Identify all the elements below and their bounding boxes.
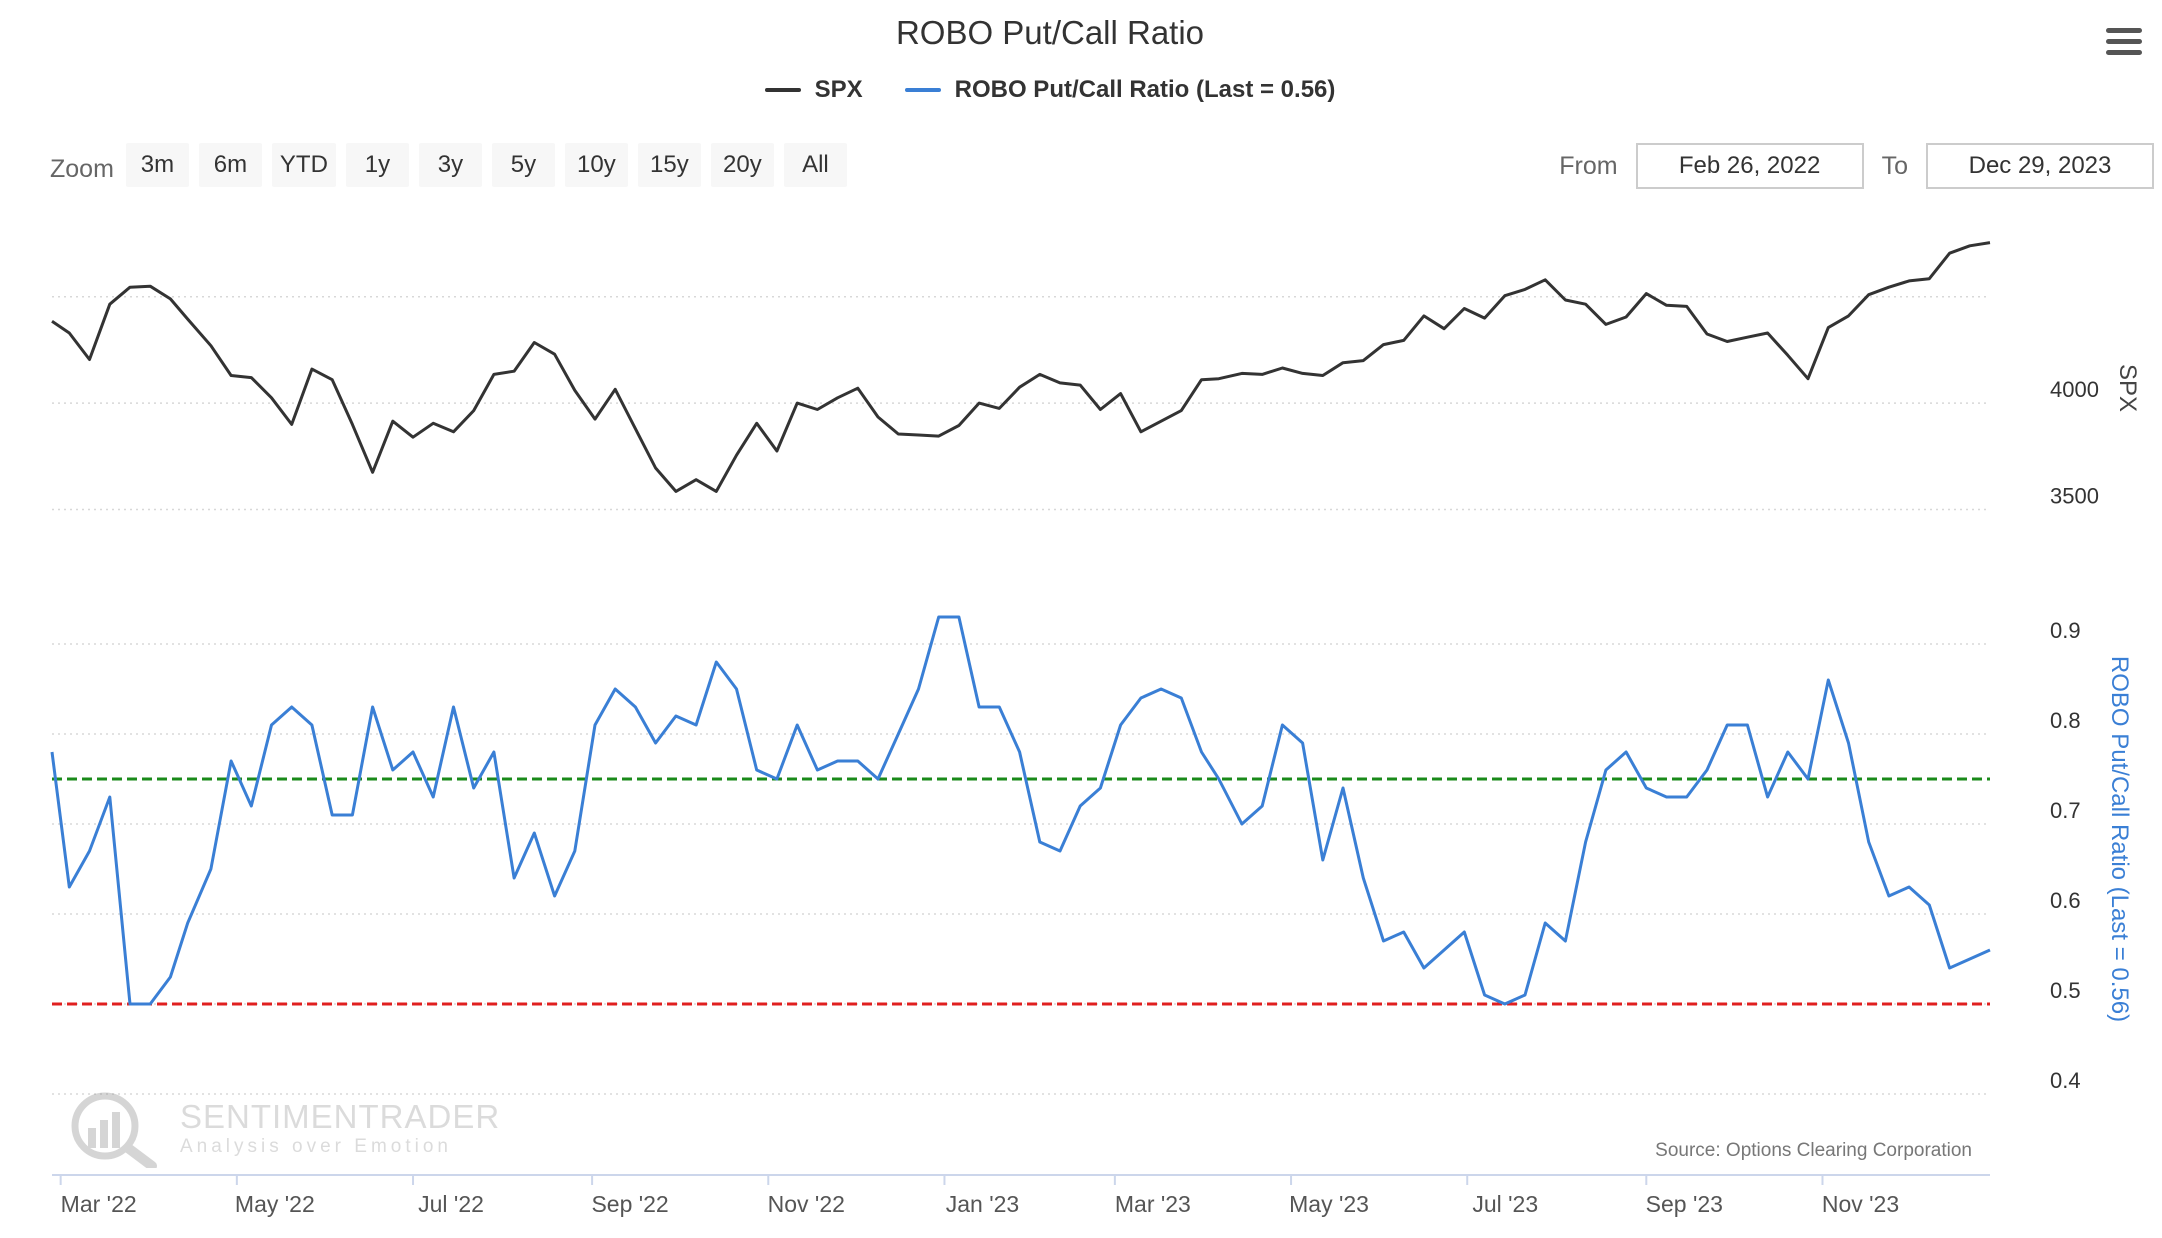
- source-note: Source: Options Clearing Corporation: [1655, 1140, 1972, 1161]
- legend-swatch-spx: [764, 88, 801, 92]
- zoom-button-15y[interactable]: 15y: [637, 143, 701, 187]
- menu-bar-1: [2106, 28, 2142, 33]
- zoom-button-3y[interactable]: 3y: [418, 143, 482, 187]
- y-axis-title: ROBO Put/Call Ratio (Last = 0.56): [2106, 656, 2133, 1022]
- legend-item-robo[interactable]: ROBO Put/Call Ratio (Last = 0.56): [904, 76, 1336, 104]
- zoom-label: Zoom: [50, 154, 114, 183]
- zoom-button-1y[interactable]: 1y: [345, 143, 409, 187]
- zoom-button-6m[interactable]: 6m: [198, 143, 262, 187]
- from-date-input[interactable]: [1635, 143, 1864, 189]
- x-tick-label: May '23: [1289, 1191, 1369, 1217]
- y-tick-label: 0.8: [2050, 708, 2081, 733]
- x-tick-label: Sep '22: [591, 1191, 668, 1217]
- y-tick-label: 0.9: [2050, 618, 2081, 643]
- legend-label-robo: ROBO Put/Call Ratio (Last = 0.56): [954, 76, 1336, 103]
- magnifier-logo-icon: [71, 1092, 157, 1168]
- zoom-button-10y[interactable]: 10y: [564, 143, 628, 187]
- from-label: From: [1559, 151, 1618, 180]
- to-label: To: [1881, 151, 1908, 180]
- y-axis-title: SPX: [2114, 364, 2141, 412]
- zoom-button-5y[interactable]: 5y: [491, 143, 555, 187]
- legend-item-spx[interactable]: SPX: [764, 76, 863, 104]
- date-range: From To: [1559, 143, 2154, 189]
- y-tick-label: 0.5: [2050, 978, 2081, 1003]
- x-tick-label: Jul '22: [418, 1191, 484, 1217]
- watermark-tagline: Analysis over Emotion: [180, 1136, 452, 1157]
- x-tick-label: Sep '23: [1646, 1191, 1723, 1217]
- y-tick-label: 0.4: [2050, 1068, 2081, 1093]
- x-tick-label: Nov '22: [768, 1191, 845, 1217]
- x-tick-label: Nov '23: [1822, 1191, 1899, 1217]
- zoom-bar: Zoom 3m 6m YTD 1y 3y 5y 10y 15y 20y All: [50, 143, 847, 187]
- menu-bar-3: [2106, 50, 2142, 55]
- legend-swatch-robo: [904, 88, 941, 92]
- hamburger-menu-icon[interactable]: [2106, 28, 2142, 62]
- zoom-button-20y[interactable]: 20y: [710, 143, 774, 187]
- watermark-brand: SENTIMENTRADER: [180, 1098, 501, 1135]
- y-tick-label: 0.7: [2050, 798, 2081, 823]
- y-tick-label: 3500: [2050, 483, 2099, 508]
- chart-title: ROBO Put/Call Ratio: [895, 14, 1205, 51]
- series-line-spx: [51, 241, 1991, 493]
- series-line-robo: [50, 615, 1991, 1006]
- legend-label-spx: SPX: [814, 76, 863, 103]
- zoom-button-all[interactable]: All: [783, 143, 847, 187]
- x-tick-label: May '22: [235, 1191, 315, 1217]
- x-tick-label: Mar '23: [1115, 1191, 1191, 1217]
- x-tick-label: Jul '23: [1472, 1191, 1538, 1217]
- y-tick-label: 0.6: [2050, 888, 2081, 913]
- y-tick-label: 4000: [2050, 377, 2099, 402]
- x-tick-label: Jan '23: [946, 1191, 1019, 1217]
- legend: SPX ROBO Put/Call Ratio (Last = 0.56): [0, 76, 2100, 104]
- zoom-button-ytd[interactable]: YTD: [271, 143, 336, 187]
- menu-bar-2: [2106, 39, 2142, 44]
- to-date-input[interactable]: [1926, 143, 2154, 189]
- zoom-button-3m[interactable]: 3m: [125, 143, 189, 187]
- x-tick-label: Mar '22: [61, 1191, 137, 1217]
- sentimentrader-watermark: SENTIMENTRADER Analysis over Emotion: [60, 1088, 500, 1168]
